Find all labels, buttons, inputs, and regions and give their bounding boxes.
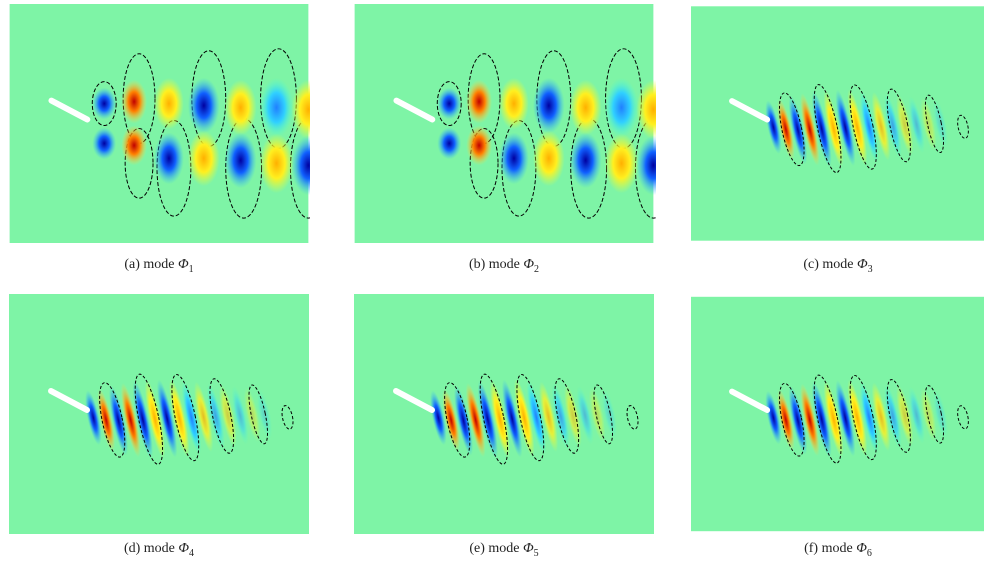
- caption: (e) mode Φ5: [384, 540, 624, 563]
- caption-index: 1: [188, 263, 194, 275]
- caption: (a) mode Φ1: [39, 256, 279, 279]
- caption-word: mode: [488, 257, 520, 272]
- mode-image: [352, 4, 656, 243]
- mode-image: [691, 294, 984, 534]
- caption-label: (d): [123, 541, 141, 556]
- caption-symbol: Φ: [522, 541, 534, 556]
- caption: (d) mode Φ4: [39, 540, 279, 563]
- caption-symbol: Φ: [523, 257, 535, 272]
- mode-image: [8, 4, 310, 243]
- caption-word: mode: [822, 257, 854, 272]
- caption-label: (c): [803, 257, 819, 272]
- caption: (b) mode Φ2: [384, 256, 624, 279]
- caption-label: (b): [468, 257, 486, 272]
- caption-label: (f): [804, 541, 819, 556]
- caption: (c) mode Φ3: [718, 256, 958, 279]
- caption-symbol: Φ: [856, 257, 868, 272]
- caption-index: 4: [189, 547, 195, 559]
- caption-symbol: Φ: [856, 541, 867, 556]
- mode-image: [8, 294, 310, 534]
- caption-index: 3: [867, 263, 873, 275]
- caption-word: mode: [143, 257, 175, 272]
- caption-label: (a): [124, 257, 140, 272]
- caption-word: mode: [821, 541, 853, 556]
- caption-word: mode: [488, 541, 520, 556]
- caption-index: 6: [866, 547, 872, 559]
- caption-symbol: Φ: [178, 541, 190, 556]
- caption-index: 5: [533, 547, 539, 559]
- caption: (f) mode Φ6: [718, 540, 958, 563]
- mode-image: [691, 4, 984, 243]
- caption-word: mode: [143, 541, 175, 556]
- mode-image: [352, 294, 656, 534]
- caption-index: 2: [534, 263, 540, 275]
- caption-symbol: Φ: [177, 257, 189, 272]
- caption-label: (e): [469, 541, 485, 556]
